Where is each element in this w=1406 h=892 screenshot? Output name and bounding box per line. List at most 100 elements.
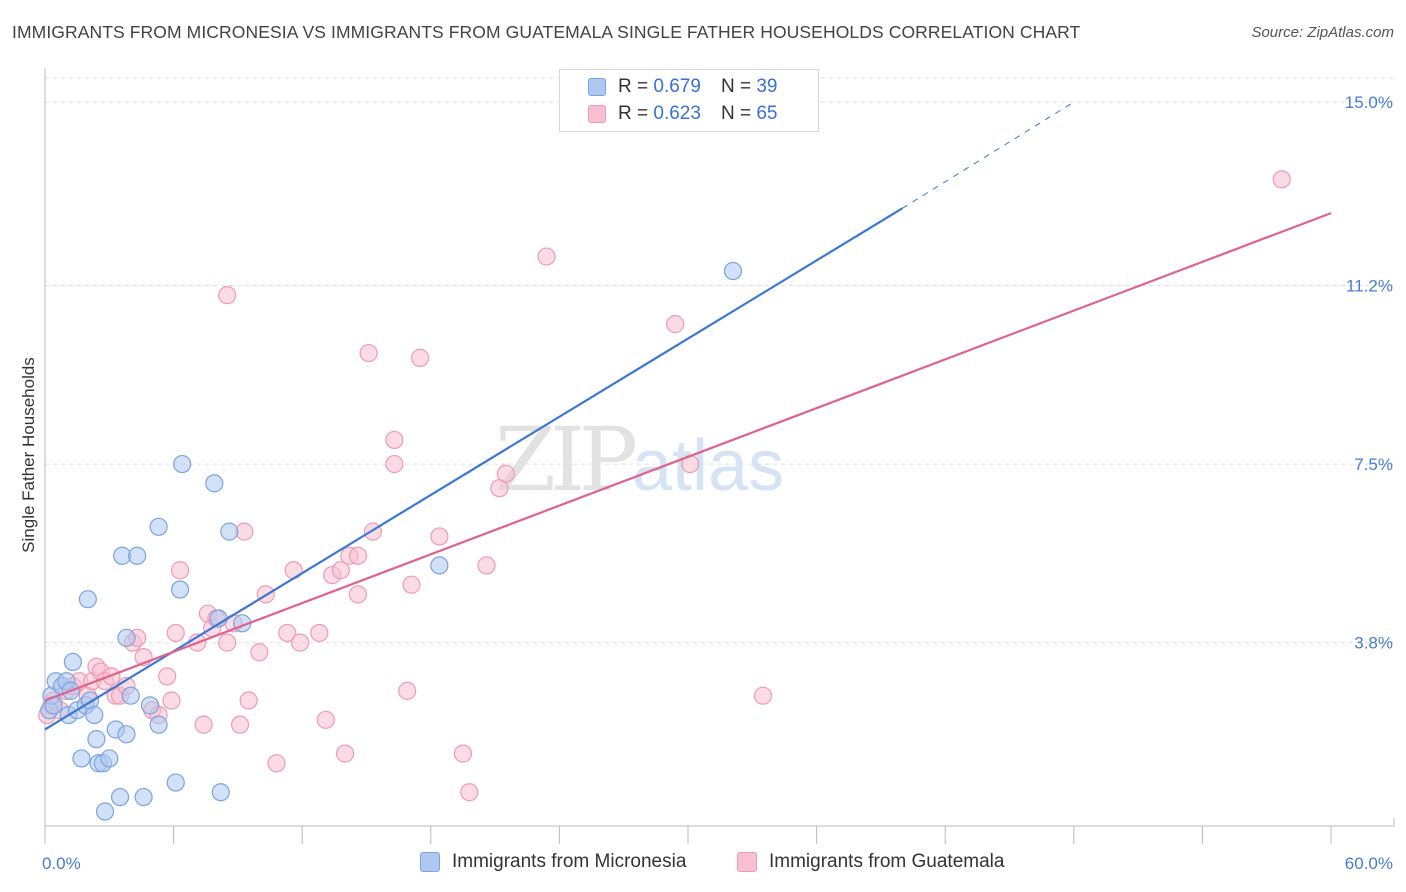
data-point-micronesia bbox=[85, 705, 104, 725]
data-point-guatemala bbox=[290, 633, 310, 652]
axes bbox=[44, 68, 1395, 844]
legend-row-micronesia: R = 0.679 N = 39 bbox=[588, 75, 777, 99]
data-point-guatemala bbox=[278, 623, 297, 643]
data-point-micronesia bbox=[430, 556, 449, 575]
data-point-guatemala bbox=[359, 343, 378, 363]
data-point-guatemala bbox=[410, 348, 430, 367]
data-point-guatemala bbox=[250, 643, 269, 662]
y-tick-label: 7.5% bbox=[1354, 455, 1393, 474]
x-tick-label: 0.0% bbox=[42, 854, 81, 873]
y-tick-label: 15.0% bbox=[1345, 93, 1393, 112]
data-point-micronesia bbox=[110, 787, 130, 807]
data-point-micronesia bbox=[170, 580, 190, 599]
legend-n-value: 65 bbox=[756, 103, 778, 124]
y-tick-label: 3.8% bbox=[1354, 634, 1393, 653]
legend-n-label: N = bbox=[720, 103, 752, 124]
legend-item-guatemala[interactable]: Immigrants from Guatemala bbox=[737, 851, 1004, 873]
data-point-micronesia bbox=[173, 454, 192, 474]
legend-label-micronesia: Immigrants from Micronesia bbox=[452, 851, 687, 872]
data-point-guatemala bbox=[385, 454, 404, 474]
data-point-micronesia bbox=[72, 749, 91, 768]
watermark: ZIP atlas bbox=[495, 408, 784, 511]
trend-line-micronesia bbox=[44, 207, 903, 731]
data-point-guatemala bbox=[158, 667, 177, 686]
data-point-micronesia bbox=[117, 628, 136, 647]
data-point-guatemala bbox=[537, 247, 556, 266]
data-point-micronesia bbox=[166, 773, 185, 792]
data-point-micronesia bbox=[723, 261, 743, 281]
chart-title: IMMIGRANTS FROM MICRONESIA VS IMMIGRANTS… bbox=[12, 22, 1081, 42]
trend-lines bbox=[44, 101, 1332, 731]
data-point-guatemala bbox=[385, 430, 404, 450]
grid-lines bbox=[45, 77, 1394, 644]
series-legend: Immigrants from Micronesia Immigrants fr… bbox=[0, 851, 1406, 877]
data-point-micronesia bbox=[117, 725, 136, 744]
trend-line-guatemala bbox=[44, 212, 1332, 702]
data-point-guatemala bbox=[218, 633, 237, 652]
series-micronesia-points bbox=[40, 261, 743, 821]
data-point-guatemala bbox=[496, 464, 515, 483]
data-point-guatemala bbox=[666, 315, 685, 334]
stats-legend: R = 0.679 N = 39 R = 0.623 N = 65 bbox=[559, 69, 819, 132]
data-point-guatemala bbox=[348, 585, 368, 604]
data-point-guatemala bbox=[166, 623, 185, 643]
data-point-guatemala bbox=[1272, 170, 1291, 189]
x-tick-label: 60.0% bbox=[1345, 854, 1393, 873]
data-point-micronesia bbox=[78, 590, 97, 609]
legend-item-micronesia[interactable]: Immigrants from Micronesia bbox=[420, 851, 686, 873]
data-point-micronesia bbox=[149, 517, 168, 536]
data-point-guatemala bbox=[430, 527, 449, 546]
data-point-guatemala bbox=[284, 561, 303, 580]
data-point-guatemala bbox=[239, 691, 258, 710]
data-point-micronesia bbox=[95, 802, 115, 821]
data-point-micronesia bbox=[220, 522, 239, 541]
legend-swatch-micronesia bbox=[588, 78, 606, 96]
data-point-guatemala bbox=[331, 561, 350, 580]
legend-label-guatemala: Immigrants from Guatemala bbox=[769, 851, 1005, 872]
data-point-guatemala bbox=[453, 744, 473, 763]
data-point-micronesia bbox=[140, 696, 160, 715]
y-axis-label: Single Father Households bbox=[19, 357, 38, 553]
data-point-guatemala bbox=[170, 561, 190, 580]
data-point-guatemala bbox=[316, 710, 335, 729]
data-point-micronesia bbox=[211, 783, 230, 802]
data-point-guatemala bbox=[218, 286, 237, 305]
data-point-guatemala bbox=[460, 783, 479, 802]
data-point-guatemala bbox=[267, 754, 286, 773]
legend-r-value: 0.623 bbox=[653, 103, 701, 124]
legend-swatch-guatemala bbox=[737, 852, 757, 872]
data-point-micronesia bbox=[121, 686, 140, 705]
source-credit: Source: ZipAtlas.com bbox=[1251, 24, 1394, 41]
data-point-guatemala bbox=[162, 691, 181, 710]
legend-r-label: R = bbox=[618, 76, 649, 97]
legend-swatch-micronesia bbox=[420, 852, 440, 872]
data-point-guatemala bbox=[398, 681, 417, 700]
data-point-micronesia bbox=[87, 730, 106, 749]
data-point-guatemala bbox=[230, 715, 250, 734]
data-point-guatemala bbox=[194, 715, 213, 734]
axis-ticks: 3.8% 7.5% 11.2% 15.0% 0.0% 60.0% bbox=[42, 93, 1393, 873]
legend-n-value: 39 bbox=[756, 76, 778, 97]
data-point-guatemala bbox=[402, 575, 421, 594]
watermark-zip: ZIP bbox=[495, 408, 636, 511]
data-point-guatemala bbox=[335, 744, 355, 763]
watermark-atlas: atlas bbox=[632, 426, 784, 506]
legend-row-guatemala: R = 0.623 N = 65 bbox=[588, 102, 777, 126]
data-point-guatemala bbox=[310, 623, 329, 643]
data-point-micronesia bbox=[149, 715, 168, 734]
legend-swatch-guatemala bbox=[588, 105, 606, 123]
data-point-micronesia bbox=[100, 749, 119, 768]
data-point-micronesia bbox=[134, 787, 153, 807]
trend-line-micronesia-extension bbox=[902, 101, 1075, 209]
legend-n-label: N = bbox=[720, 76, 752, 97]
data-point-guatemala bbox=[477, 556, 496, 575]
data-point-guatemala bbox=[753, 686, 773, 705]
legend-r-value: 0.679 bbox=[653, 76, 701, 97]
y-tick-label: 11.2% bbox=[1346, 277, 1393, 296]
legend-r-label: R = bbox=[618, 103, 649, 124]
data-point-micronesia bbox=[63, 652, 82, 672]
data-point-micronesia bbox=[205, 474, 224, 493]
data-point-guatemala bbox=[348, 546, 368, 565]
data-point-micronesia bbox=[128, 546, 147, 565]
